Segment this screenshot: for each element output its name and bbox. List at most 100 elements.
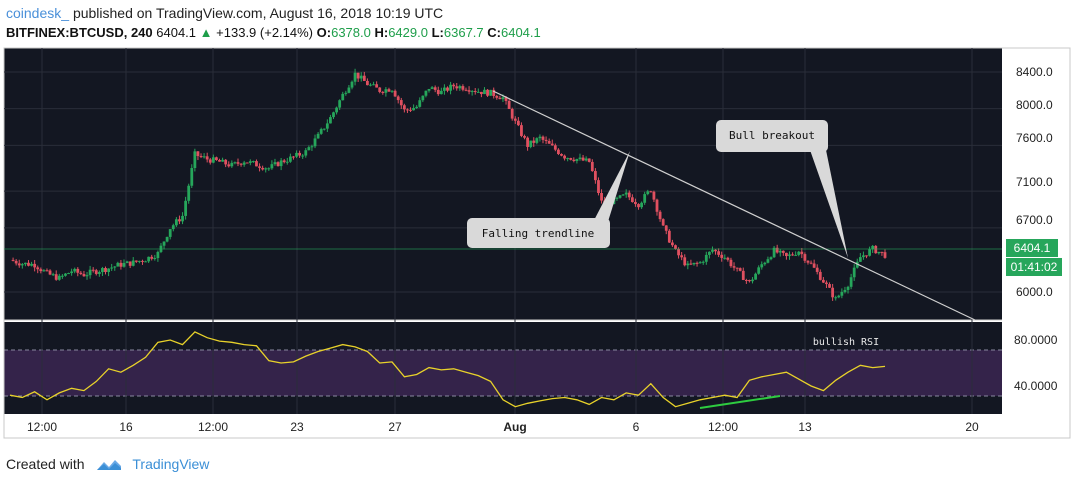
- low-value: 6367.7: [443, 25, 484, 40]
- candle-body: [458, 86, 462, 89]
- candle-body: [572, 159, 576, 161]
- candle-body: [569, 158, 573, 160]
- price-pane[interactable]: [4, 48, 1002, 320]
- candle-body: [812, 263, 816, 268]
- candle-body: [483, 89, 486, 95]
- candle-body: [695, 262, 699, 264]
- candle-body: [181, 215, 184, 222]
- candle-body: [597, 180, 600, 194]
- price-chart[interactable]: Falling trendline Bull breakout bullish …: [0, 46, 1072, 440]
- candle-body: [560, 154, 563, 156]
- candle-body: [529, 140, 533, 147]
- candle-body: [809, 262, 813, 264]
- bull-breakout-callout[interactable]: [716, 120, 828, 152]
- candle-body: [855, 261, 859, 268]
- candle-body: [741, 270, 745, 280]
- candle-body: [258, 166, 261, 168]
- candle-body: [138, 260, 141, 262]
- candle-body: [735, 267, 739, 269]
- candle-body: [689, 263, 693, 265]
- candle-body: [470, 91, 474, 93]
- candle-body: [79, 272, 83, 274]
- candle-body: [452, 84, 456, 87]
- countdown-text: 01:41:02: [1011, 260, 1058, 274]
- candle-body: [107, 268, 110, 273]
- candle-body: [627, 192, 631, 198]
- candle-body: [846, 286, 850, 290]
- candle-body: [513, 118, 517, 121]
- falling-trendline-callout-pointer: [590, 151, 630, 228]
- time-axis[interactable]: [4, 414, 1002, 438]
- price-axis[interactable]: [1002, 48, 1070, 414]
- candle-body: [852, 267, 856, 278]
- candle-body: [184, 200, 188, 216]
- candle-body: [218, 160, 221, 162]
- candle-body: [729, 259, 733, 267]
- candle-body: [365, 80, 369, 86]
- candle-body: [803, 254, 807, 261]
- falling-trendline[interactable]: [492, 90, 976, 321]
- candle-body: [461, 86, 465, 90]
- candle-body: [378, 87, 382, 92]
- candle-body: [24, 262, 27, 265]
- candle-body: [36, 267, 40, 270]
- candle-body: [433, 87, 437, 90]
- candle-body: [156, 251, 160, 259]
- candle-body: [282, 160, 286, 163]
- candle-body: [245, 162, 249, 164]
- candle-body: [862, 255, 865, 258]
- rsi-band: [4, 350, 1002, 396]
- candle-body: [516, 120, 520, 126]
- candle-body: [794, 254, 798, 256]
- candle-body: [535, 138, 539, 143]
- brand-link[interactable]: coindesk_: [6, 5, 70, 21]
- falling-trendline-label: Falling trendline: [482, 227, 595, 240]
- candle-body: [402, 105, 406, 110]
- candle-body: [165, 236, 169, 242]
- candle-body: [54, 274, 58, 280]
- high-label: H:: [374, 25, 389, 40]
- candle-body: [319, 129, 323, 134]
- candle-body: [57, 275, 61, 280]
- candle-body: [199, 156, 203, 158]
- candle-body: [557, 149, 560, 155]
- candle-body: [168, 229, 172, 237]
- tradingview-link[interactable]: TradingView: [132, 456, 210, 472]
- candle-body: [766, 259, 770, 263]
- rsi-tick-80: 80.0000: [1014, 333, 1058, 347]
- candle-body: [449, 84, 452, 91]
- candle-body: [33, 263, 37, 268]
- candle-body: [772, 247, 776, 258]
- falling-trendline-callout[interactable]: [467, 218, 610, 248]
- candle-body: [73, 268, 77, 272]
- candle-body: [828, 284, 831, 288]
- price-change: +133.9 (+2.14%): [216, 25, 314, 40]
- candle-body: [104, 268, 107, 273]
- candle-body: [630, 197, 634, 203]
- close-value: 6404.1: [500, 25, 541, 40]
- candle-body: [224, 159, 228, 165]
- bullish-rsi-label: bullish RSI: [813, 337, 879, 348]
- candle-body: [153, 258, 157, 260]
- candle-body: [101, 268, 104, 273]
- candle-body: [563, 155, 566, 159]
- y-tick-6000: 6000.0: [1016, 285, 1053, 299]
- footer: Created with TradingView: [6, 456, 209, 472]
- candle-body: [14, 260, 18, 264]
- candle-body: [313, 138, 317, 147]
- candle-body: [335, 107, 338, 113]
- rsi-line: [9, 331, 886, 408]
- candle-body: [178, 219, 181, 222]
- candle-body: [356, 72, 360, 79]
- candle-body: [621, 194, 625, 196]
- candle-body: [288, 156, 292, 162]
- candle-body: [301, 155, 305, 157]
- candle-body: [424, 90, 428, 96]
- candle-body: [248, 161, 252, 163]
- candle-body: [439, 90, 443, 95]
- candle-body: [116, 262, 120, 267]
- last-price: 6404.1: [156, 25, 197, 40]
- candle-body: [720, 254, 724, 258]
- candle-body: [486, 89, 489, 96]
- candle-body: [341, 93, 345, 101]
